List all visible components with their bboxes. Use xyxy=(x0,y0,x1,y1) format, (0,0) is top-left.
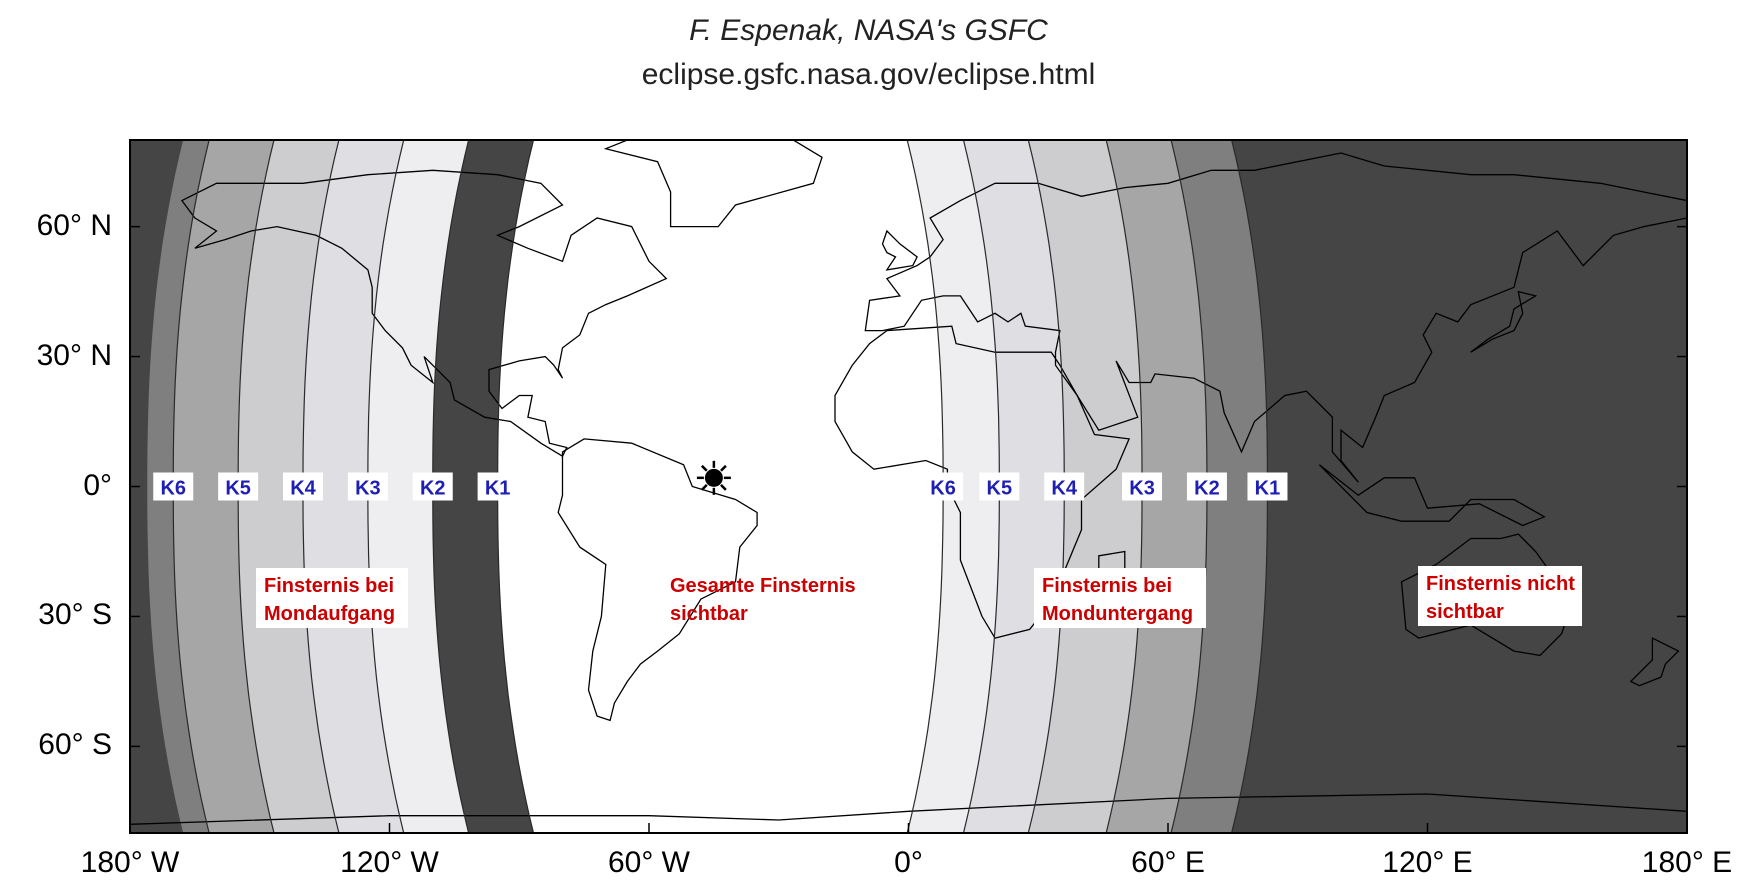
region-label-line: Finsternis nicht xyxy=(1426,573,1575,595)
contact-label-box xyxy=(979,472,1020,501)
contact-label-east-k3: K3 xyxy=(1122,472,1163,501)
contact-labels: K6 K5 K4 K3 K2 K1 K6 K5 K4 K3 K2 K1 xyxy=(153,472,1288,501)
outline-japan xyxy=(1470,290,1538,353)
contact-label-west-k2: K2 xyxy=(412,472,453,501)
region-label-line: sichtbar xyxy=(1426,601,1504,623)
contact-label-west-k5: K5 xyxy=(218,472,259,501)
sun-icon-ray xyxy=(700,464,708,472)
contact-label-text: K6 xyxy=(930,478,956,500)
contact-label-text: K2 xyxy=(420,478,446,500)
outline-indonesia xyxy=(1318,464,1546,527)
lat-label: 0° xyxy=(83,468,112,502)
contact-label-box xyxy=(1044,472,1085,501)
sun-icon xyxy=(696,460,731,495)
contact-label-box xyxy=(283,472,323,501)
region-label-box xyxy=(1034,568,1206,628)
lon-label: 60° W xyxy=(607,846,691,879)
outline-north-america xyxy=(180,169,668,458)
contact-label-box xyxy=(1122,472,1163,501)
contact-label-text: K4 xyxy=(290,478,316,500)
region-labels: Finsternis bei Mondaufgang Gesamte Finster… xyxy=(256,566,1582,628)
contact-label-box xyxy=(1186,472,1227,501)
contact-label-east-k4: K4 xyxy=(1044,472,1085,501)
region-label-box xyxy=(256,568,408,628)
contact-label-text: K3 xyxy=(1129,478,1155,500)
region-label-line: Mondaufgang xyxy=(264,603,395,625)
contact-label-east-k2: K2 xyxy=(1186,472,1227,501)
contact-label-text: K6 xyxy=(160,478,186,500)
lon-label: 120° E xyxy=(1382,846,1473,879)
outline-new-zealand xyxy=(1629,637,1680,687)
outline-uk xyxy=(881,229,918,271)
credit-author: F. Espenak, NASA's GSFC xyxy=(689,14,1048,47)
lon-label: 180° W xyxy=(80,846,180,879)
lon-label: 0° xyxy=(894,846,923,879)
band-full-view xyxy=(497,140,944,833)
region-label-box xyxy=(1418,566,1582,626)
contact-label-west-k3: K3 xyxy=(347,472,388,501)
contact-label-box xyxy=(477,472,518,501)
axis-ticks xyxy=(129,225,1688,833)
lon-label: 180° E xyxy=(1641,846,1733,879)
lat-label: 60° S xyxy=(38,728,112,762)
lat-label: 30° N xyxy=(36,338,112,372)
contact-label-text: K1 xyxy=(485,478,511,500)
outline-antarctica-edge xyxy=(130,793,1687,825)
lon-label: 120° W xyxy=(340,846,439,879)
contact-label-box xyxy=(153,472,194,501)
lat-label: 30° S xyxy=(38,598,112,632)
outline-greenland xyxy=(603,140,823,228)
contact-label-box xyxy=(218,472,259,501)
contact-label-text: K5 xyxy=(225,478,251,500)
lon-label: 60° E xyxy=(1131,846,1205,879)
region-label-not_visible: Finsternis nicht sichtbar xyxy=(1418,566,1582,626)
region-label-line: Finsternis bei xyxy=(1042,575,1172,597)
contact-label-west-k4: K4 xyxy=(283,472,323,501)
contact-label-text: K1 xyxy=(1255,478,1281,500)
sun-icon-ray xyxy=(700,484,708,491)
contact-label-text: K2 xyxy=(1194,478,1220,500)
band-west-0 xyxy=(147,140,210,833)
sun-icon-ray xyxy=(720,484,727,491)
region-label-moonset: Finsternis bei Monduntergang xyxy=(1034,568,1206,628)
contact-label-east-k5: K5 xyxy=(979,472,1020,501)
outline-south-america xyxy=(557,438,758,722)
region-label-line: Finsternis bei xyxy=(264,575,394,597)
sun-icon-disc xyxy=(704,468,723,487)
contact-label-box xyxy=(347,472,388,501)
region-label-line: Gesamte Finsternis xyxy=(670,575,856,597)
contact-label-east-k1: K1 xyxy=(1247,472,1288,501)
band-east-2 xyxy=(1028,140,1143,833)
region-label-line: sichtbar xyxy=(670,603,748,625)
sun-icon-ray xyxy=(720,464,727,472)
contact-label-box xyxy=(1247,472,1288,501)
credit-url: eclipse.gsfc.nasa.gov/eclipse.html xyxy=(641,58,1096,91)
map-area xyxy=(130,140,1687,833)
contact-label-text: K4 xyxy=(1051,478,1077,500)
lat-label: 60° N xyxy=(36,208,112,242)
region-label-line: Monduntergang xyxy=(1042,603,1193,625)
contact-label-box xyxy=(412,472,453,501)
region-label-total: Gesamte Finsternis sichtbar xyxy=(670,575,856,625)
region-label-moonrise: Finsternis bei Mondaufgang xyxy=(256,568,408,628)
contact-label-east-k6: K6 xyxy=(923,472,964,501)
contact-label-west-k1: K1 xyxy=(477,472,518,501)
contact-label-west-k6: K6 xyxy=(153,472,194,501)
contact-label-box xyxy=(923,472,964,501)
contact-label-text: K3 xyxy=(355,478,381,500)
contact-label-text: K5 xyxy=(987,478,1013,500)
